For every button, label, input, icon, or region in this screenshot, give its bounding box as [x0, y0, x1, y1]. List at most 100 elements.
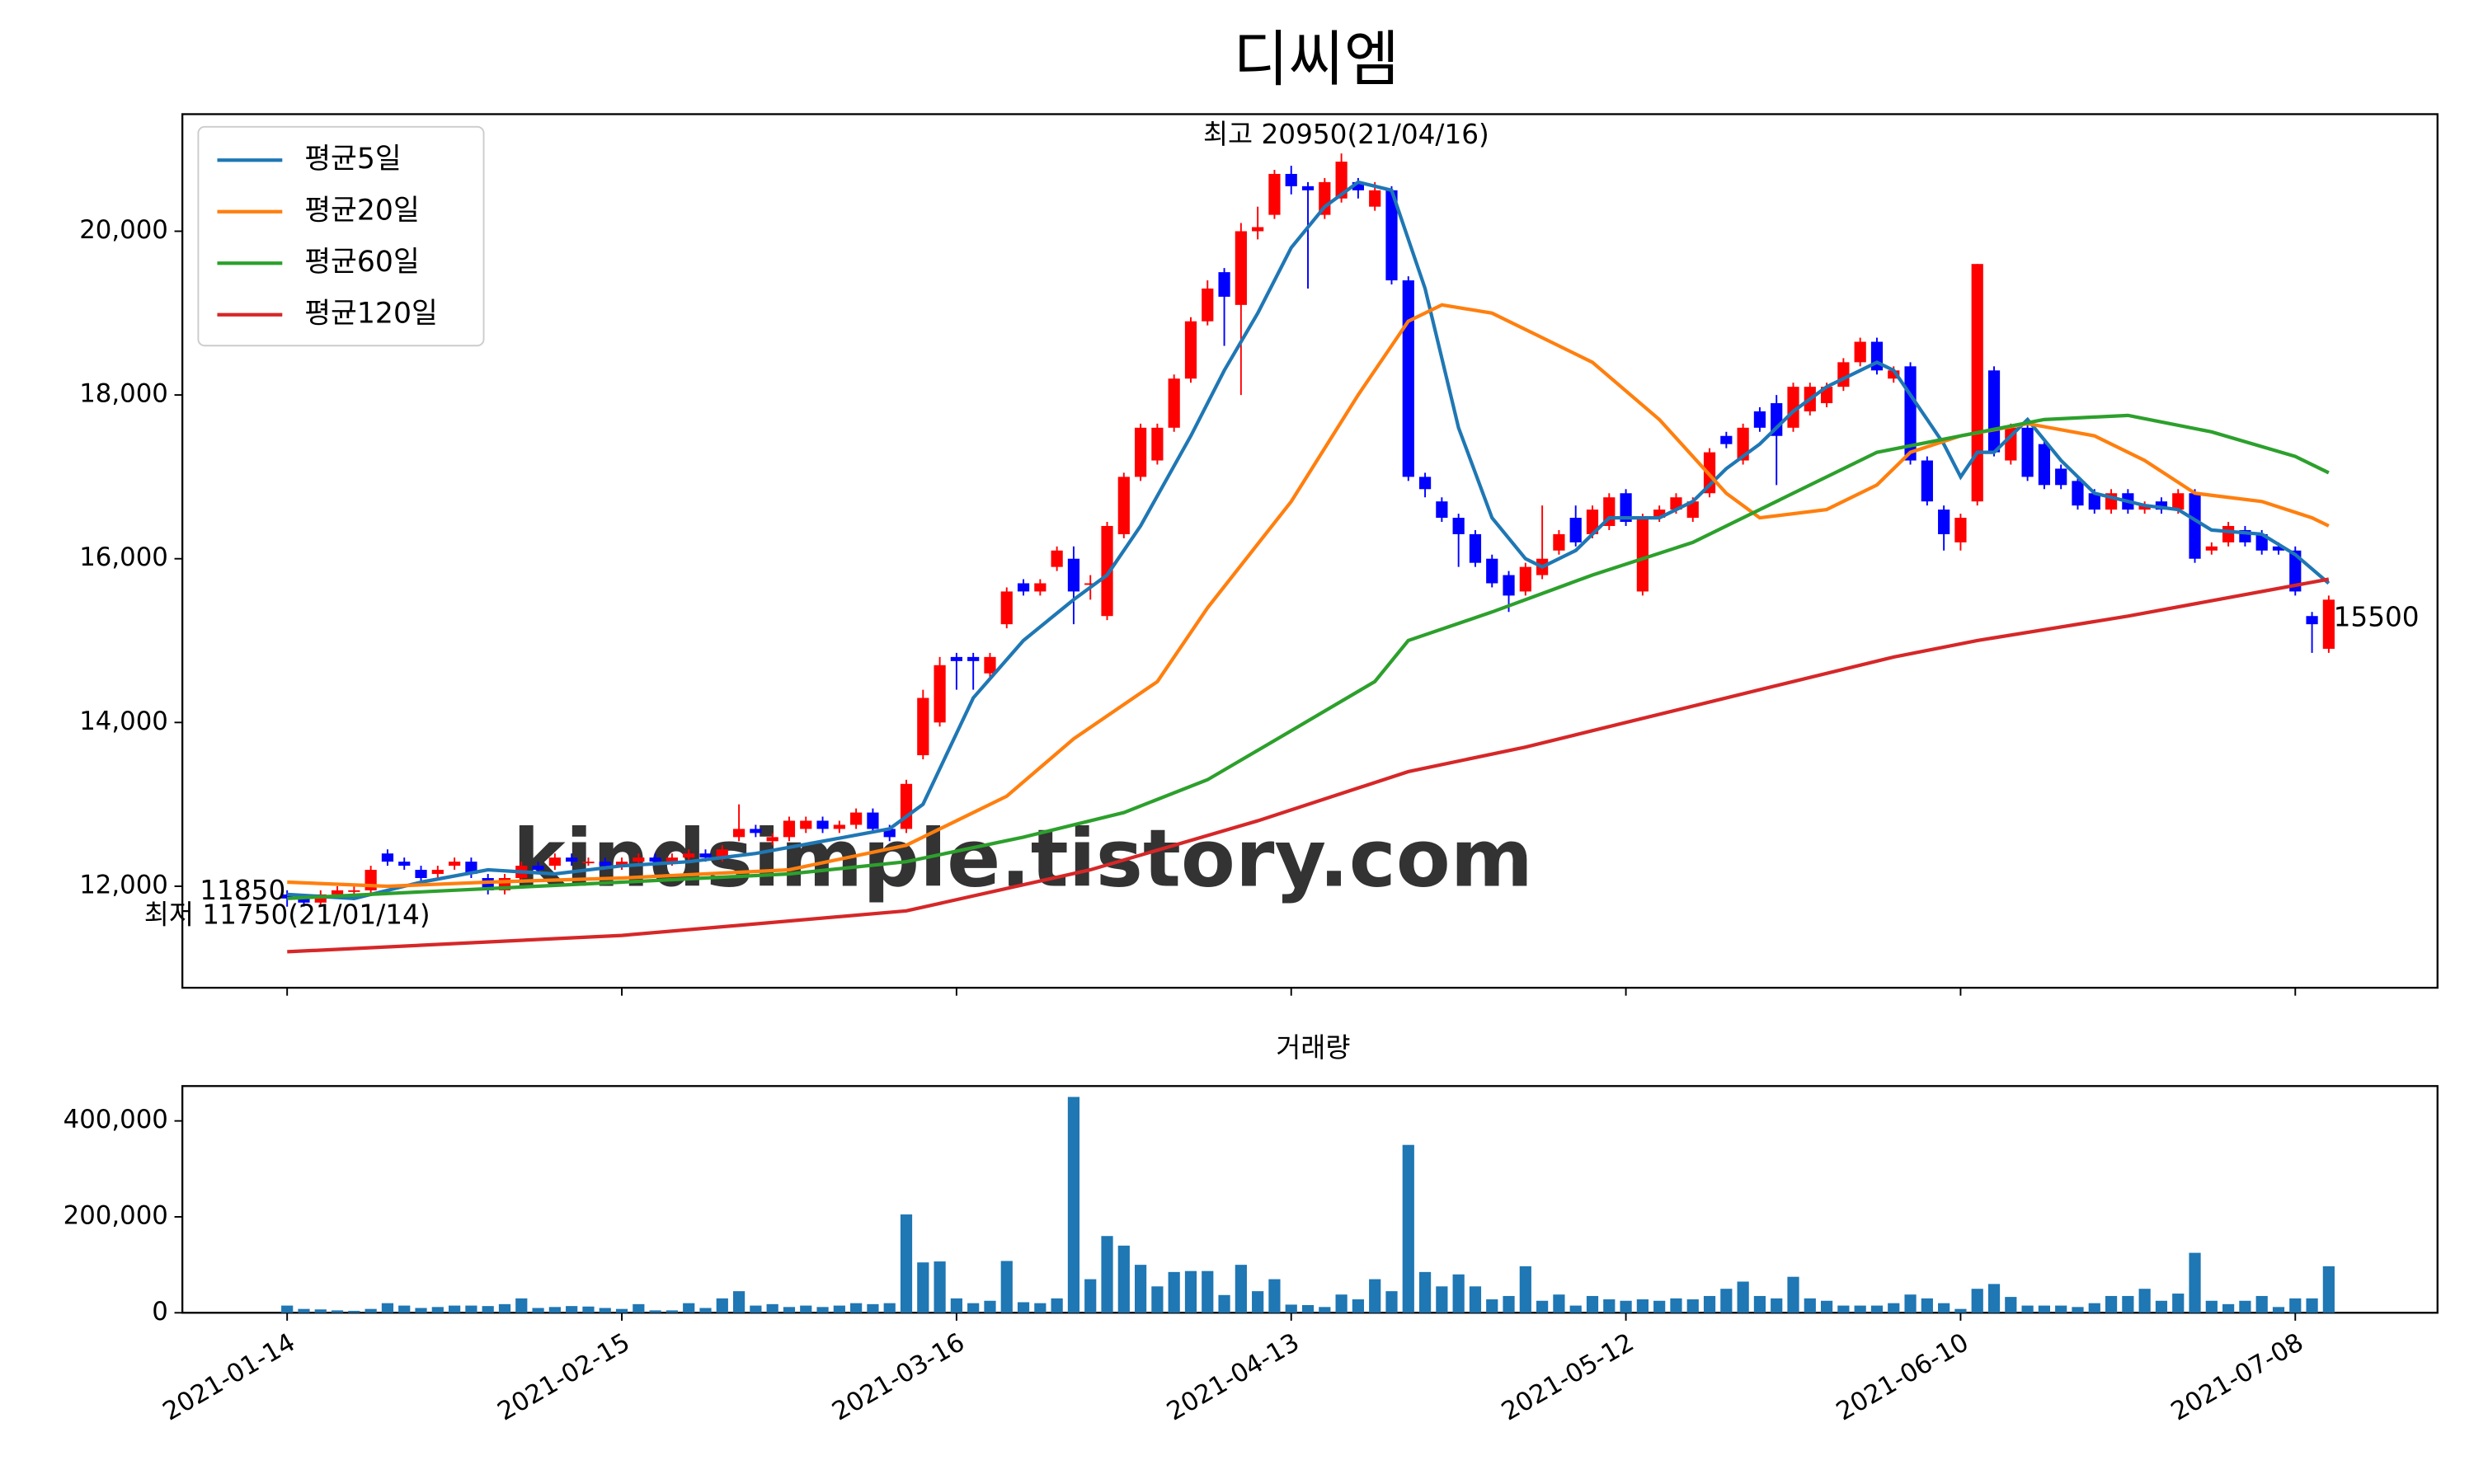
volume-bar [1586, 1295, 1599, 1313]
volume-bar [2189, 1252, 2201, 1313]
volume-bar [2021, 1305, 2034, 1313]
last-close-label: 15500 [2334, 601, 2420, 632]
candle-body [582, 862, 595, 864]
volume-bar [1235, 1265, 1247, 1313]
volume-bar [750, 1305, 762, 1313]
candle-body [2055, 468, 2067, 486]
candle-body [1134, 427, 1147, 477]
x-tick-label: 2021-01-14 [158, 1327, 300, 1427]
volume-bar [1620, 1300, 1632, 1313]
candle-body [1017, 583, 1030, 592]
volume-title: 거래량 [1276, 1032, 1350, 1064]
x-tick-label: 2021-04-13 [1162, 1327, 1305, 1427]
volume-bar [1653, 1300, 1666, 1313]
candle-body [1553, 533, 1565, 551]
volume-bar [1804, 1298, 1816, 1313]
ma-line [287, 180, 2331, 900]
candle-body [1218, 272, 1230, 297]
volume-bar [1720, 1289, 1733, 1313]
volume-bar [465, 1305, 477, 1313]
candle-body [649, 857, 661, 862]
volume-bar [783, 1307, 796, 1313]
candle-body [449, 862, 461, 866]
volume-bar [984, 1300, 996, 1313]
candle-body [800, 820, 812, 829]
candle-body [548, 857, 561, 866]
candle-body [1000, 591, 1013, 625]
candle-body [900, 783, 913, 829]
x-tick-label: 2021-07-08 [2166, 1327, 2308, 1427]
candle-body [1369, 190, 1381, 207]
volume-bar [883, 1303, 896, 1313]
volume-bar [498, 1303, 511, 1313]
volume-bar [515, 1298, 528, 1313]
volume-bar [1553, 1294, 1565, 1313]
candle-body [1620, 493, 1632, 523]
candle-body [532, 866, 544, 871]
volume-bar [1452, 1274, 1465, 1313]
volume-bar [1067, 1097, 1080, 1313]
y-tick-label: 200,000 [63, 1200, 168, 1230]
volume-bar [2289, 1298, 2302, 1313]
candle-body [2005, 427, 2017, 461]
candle-body [398, 862, 411, 866]
candle-body [1084, 583, 1097, 585]
y-tick-label: 400,000 [63, 1105, 168, 1134]
candle-body [816, 820, 829, 829]
candle-body [1987, 370, 2001, 453]
volume-bar [2122, 1295, 2134, 1313]
volume-bar [2105, 1295, 2118, 1313]
candle-body [984, 656, 996, 674]
volume-bar [1636, 1299, 1649, 1313]
candle-body [415, 870, 427, 879]
volume-bar [298, 1308, 310, 1313]
candle-body [1938, 510, 1950, 534]
volume-bar [1134, 1265, 1147, 1313]
volume-bar [867, 1303, 879, 1313]
volume-bar [1034, 1303, 1047, 1313]
price-frame [181, 113, 2439, 989]
candle-body [850, 812, 863, 825]
volume-bar [1854, 1305, 1866, 1313]
volume-bar [2172, 1294, 2185, 1313]
volume-bar [1703, 1295, 1716, 1313]
volume-bar [649, 1310, 661, 1313]
volume-bar [900, 1214, 913, 1313]
volume-bar [398, 1305, 411, 1313]
volume-bar [281, 1305, 294, 1313]
y-tick-label: 16,000 [79, 542, 168, 572]
volume-bar [850, 1303, 863, 1313]
volume-bar [1670, 1298, 1682, 1313]
candle-body [1971, 264, 1983, 502]
candle-body [2038, 444, 2050, 486]
candle-body [1268, 173, 1281, 215]
volume-bar [1753, 1295, 1766, 1313]
candle-body [1385, 190, 1398, 281]
volume-bar [1151, 1286, 1164, 1313]
candle-body [699, 853, 712, 858]
volume-bar [1268, 1279, 1281, 1313]
candle-body [766, 837, 778, 842]
volume-bar [1536, 1300, 1549, 1313]
volume-bar [1084, 1279, 1097, 1313]
legend-label: 평균120일 [304, 298, 438, 331]
candle-body [2155, 501, 2168, 510]
volume-bar [2155, 1300, 2168, 1313]
marks: 12,000 14,000 16,000 18,000 20,000 kindsimple… [63, 119, 2420, 1427]
volume-bar [381, 1303, 394, 1313]
candle-body [2289, 550, 2302, 592]
candle-body [1184, 321, 1197, 379]
x-tick-label: 2021-02-15 [492, 1327, 635, 1427]
volume-bar [599, 1308, 611, 1313]
candle-body [1888, 370, 1900, 379]
candle-body [1352, 181, 1365, 190]
volume-bar [2205, 1300, 2218, 1313]
candle-body [2172, 493, 2185, 510]
candle-body [1101, 525, 1113, 617]
candle-body [1787, 387, 1799, 428]
y-tick-label: 12,000 [79, 870, 168, 899]
volume-bar [1017, 1302, 1030, 1313]
candle-body [298, 898, 310, 903]
volume-bar [1184, 1270, 1197, 1313]
